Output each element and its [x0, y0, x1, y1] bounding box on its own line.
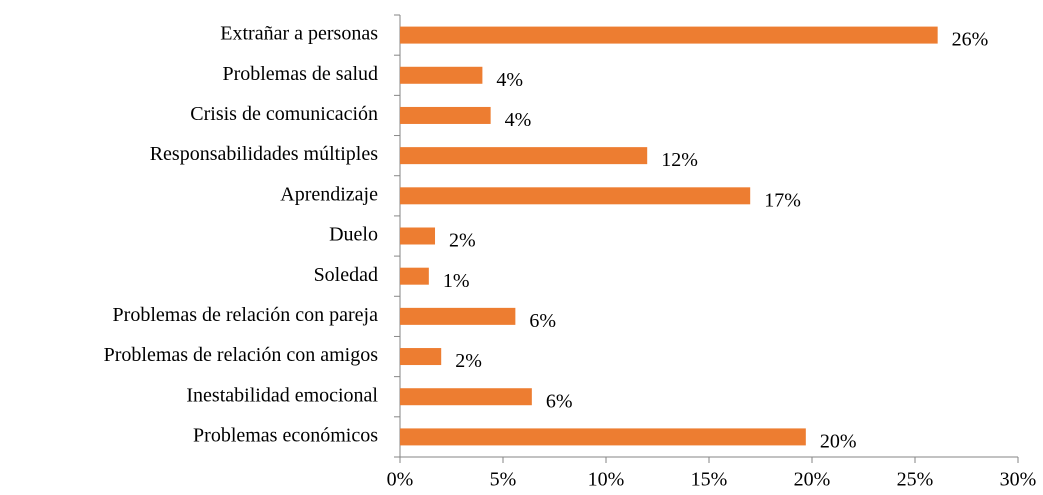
bar: [400, 187, 751, 205]
data-label: 12%: [661, 149, 698, 171]
data-label: 17%: [764, 189, 801, 211]
data-label: 4%: [496, 69, 523, 91]
x-tick-label: 20%: [794, 469, 831, 491]
bar: [400, 307, 516, 325]
y-tick-label: Inestabilidad emocional: [186, 384, 378, 406]
data-label: 1%: [443, 270, 470, 292]
bar: [400, 26, 938, 44]
y-tick-label: Soledad: [314, 264, 378, 286]
data-label: 26%: [952, 29, 989, 51]
bar: [400, 388, 532, 406]
bar: [400, 348, 442, 366]
y-tick-label: Problemas de relación con amigos: [104, 344, 379, 366]
y-tick-label: Problemas económicos: [193, 425, 378, 447]
data-label: 2%: [455, 350, 482, 372]
x-tick-label: 5%: [490, 469, 517, 491]
bar: [400, 267, 429, 285]
bar: [400, 66, 483, 84]
bar: [400, 147, 648, 165]
data-label: 6%: [546, 390, 573, 412]
bar: [400, 106, 491, 124]
x-tick-label: 15%: [691, 469, 728, 491]
y-tick-label: Problemas de salud: [222, 63, 378, 85]
data-label: 2%: [449, 230, 476, 252]
data-label: 6%: [529, 310, 556, 332]
x-tick-label: 0%: [387, 469, 414, 491]
y-tick-label: Responsabilidades múltiples: [150, 143, 379, 165]
x-tick-label: 10%: [588, 469, 625, 491]
data-label: 4%: [505, 109, 532, 131]
y-tick-label: Duelo: [329, 224, 378, 246]
y-tick-label: Problemas de relación con pareja: [113, 304, 379, 326]
x-tick-label: 30%: [1000, 469, 1037, 491]
y-tick-label: Aprendizaje: [280, 183, 378, 205]
x-tick-label: 25%: [897, 469, 934, 491]
y-tick-label: Crisis de comunicación: [190, 103, 378, 125]
bar: [400, 428, 806, 446]
y-tick-label: Extrañar a personas: [220, 23, 378, 45]
data-label: 20%: [820, 431, 857, 453]
bar: [400, 227, 436, 245]
